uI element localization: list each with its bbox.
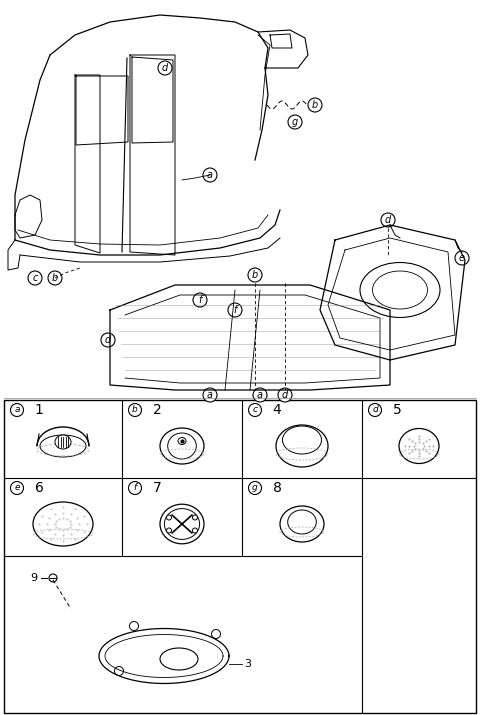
Circle shape (49, 574, 57, 582)
Text: e: e (459, 253, 465, 263)
Circle shape (11, 403, 24, 417)
Text: a: a (207, 390, 213, 400)
Text: a: a (207, 170, 213, 180)
Circle shape (101, 333, 115, 347)
Circle shape (248, 268, 262, 282)
Text: b: b (312, 100, 318, 110)
Circle shape (203, 388, 217, 402)
Text: 4: 4 (273, 403, 281, 417)
Circle shape (193, 293, 207, 307)
Circle shape (11, 481, 24, 495)
Text: 6: 6 (35, 481, 43, 495)
Text: d: d (162, 63, 168, 73)
Text: b: b (252, 270, 258, 280)
Circle shape (48, 271, 62, 285)
Circle shape (278, 388, 292, 402)
Text: g: g (252, 483, 258, 493)
Text: 1: 1 (35, 403, 43, 417)
Circle shape (253, 388, 267, 402)
Circle shape (129, 481, 142, 495)
Circle shape (455, 251, 469, 265)
Circle shape (158, 61, 172, 75)
Circle shape (249, 403, 262, 417)
Circle shape (288, 115, 302, 129)
Circle shape (129, 403, 142, 417)
Circle shape (167, 515, 171, 520)
Text: 5: 5 (393, 403, 401, 417)
Ellipse shape (160, 648, 198, 670)
Circle shape (28, 271, 42, 285)
Circle shape (381, 213, 395, 227)
Text: d: d (385, 215, 391, 225)
Circle shape (192, 528, 197, 533)
Text: c: c (32, 273, 38, 283)
Text: d: d (372, 405, 378, 415)
Text: b: b (132, 405, 138, 415)
Text: d: d (105, 335, 111, 345)
Circle shape (130, 621, 139, 631)
Text: d: d (282, 390, 288, 400)
Text: 8: 8 (273, 481, 281, 495)
Text: e: e (14, 483, 20, 493)
Text: 3: 3 (244, 659, 251, 669)
Ellipse shape (55, 435, 71, 449)
Text: 9: 9 (30, 573, 37, 583)
Text: 2: 2 (153, 403, 161, 417)
Circle shape (212, 629, 220, 638)
Text: 7: 7 (153, 481, 161, 495)
Circle shape (228, 303, 242, 317)
Text: f: f (233, 305, 237, 315)
Text: a: a (14, 405, 20, 415)
Text: a: a (257, 390, 263, 400)
Circle shape (308, 98, 322, 112)
Text: f: f (133, 483, 137, 493)
Text: g: g (292, 117, 298, 127)
Circle shape (167, 528, 171, 533)
Circle shape (369, 403, 382, 417)
Text: f: f (198, 295, 202, 305)
Circle shape (203, 168, 217, 182)
Text: c: c (252, 405, 257, 415)
Circle shape (249, 481, 262, 495)
Circle shape (192, 515, 197, 520)
Text: b: b (52, 273, 58, 283)
Circle shape (115, 666, 123, 676)
